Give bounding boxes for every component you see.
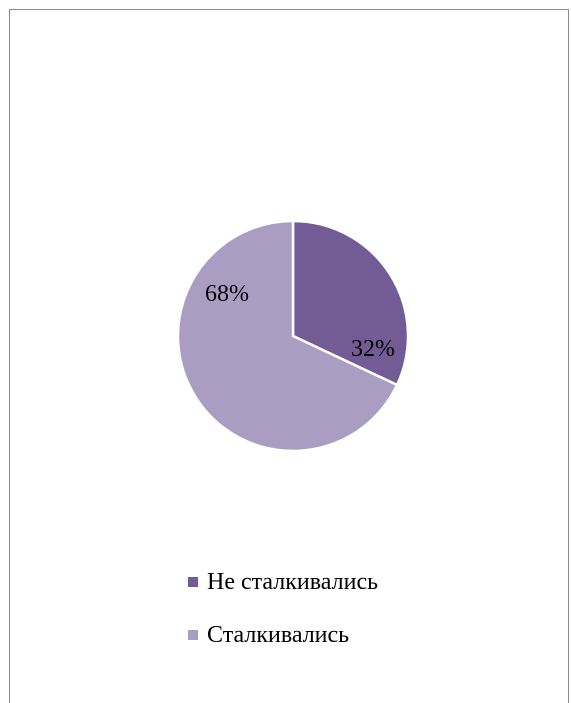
legend-item-ne-stalkivalis: Не сталкивались — [188, 566, 378, 598]
legend-item-stalkivalis: Сталкивались — [188, 619, 378, 651]
data-label-ne-stalkivalis: 32% — [351, 336, 395, 362]
data-label-stalkivalis: 68% — [205, 281, 249, 307]
legend-label: Сталкивались — [207, 621, 350, 648]
legend-label: Не сталкивались — [207, 568, 379, 595]
legend-swatch — [188, 630, 198, 640]
legend-swatch — [188, 577, 198, 587]
pie-slice-1 — [176, 219, 399, 453]
legend: Не сталкивались Сталкивались — [188, 566, 378, 672]
pie-slice-0 — [291, 219, 410, 387]
